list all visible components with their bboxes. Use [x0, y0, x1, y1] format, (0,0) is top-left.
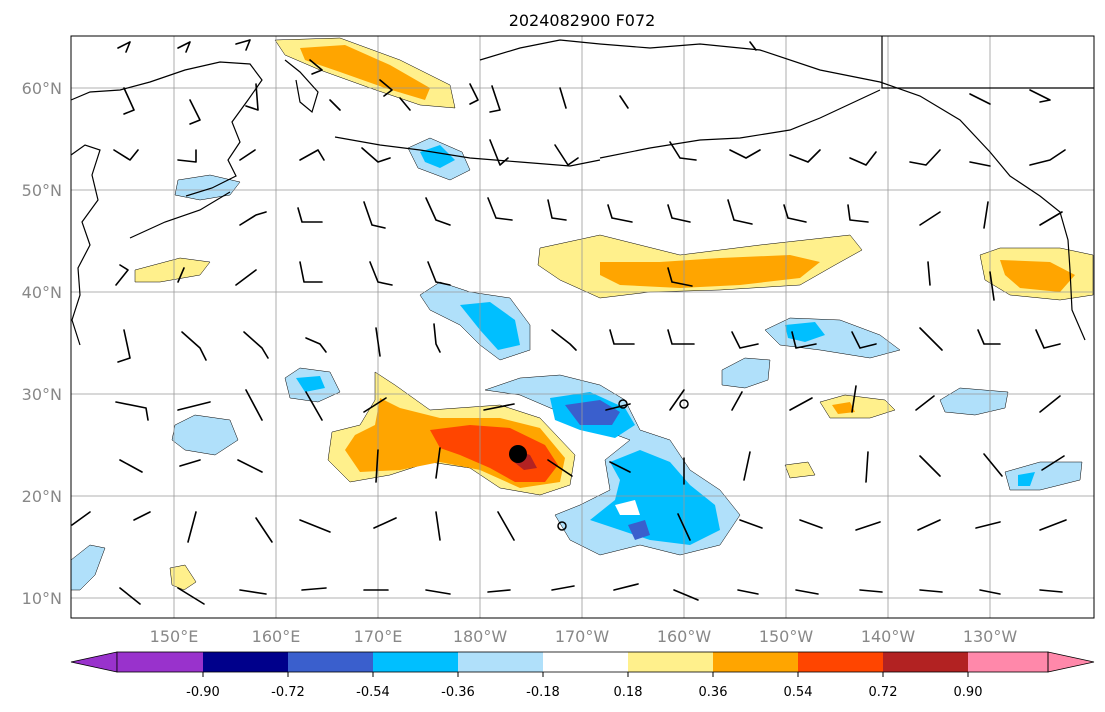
negative-anomaly-contour	[420, 145, 455, 168]
colorbar-segment	[713, 652, 798, 672]
coastlines	[70, 36, 1094, 346]
lon-tick-label: 140°W	[861, 627, 916, 646]
negative-anomaly-contour	[628, 520, 650, 540]
positive-anomaly-contour	[300, 45, 430, 100]
colorbar-ticks	[202, 672, 969, 677]
colorbar-segment	[288, 652, 373, 672]
colorbar-segment	[543, 652, 628, 672]
colorbar-tick-label: 0.18	[614, 685, 643, 700]
colorbar-segment	[798, 652, 883, 672]
wind-barbs	[71, 39, 1067, 605]
positive-anomaly-contour	[169, 564, 197, 591]
colorbar-tick-label: 0.54	[784, 685, 813, 700]
colorbar-segment	[203, 652, 288, 672]
lon-tick-label: 160°W	[657, 627, 712, 646]
colorbar-tick-label: 0.90	[954, 685, 983, 700]
positive-anomaly-contour	[600, 255, 820, 288]
station-circles	[557, 399, 689, 531]
negative-anomaly-contour	[785, 322, 825, 342]
gridlines	[71, 36, 1094, 618]
colorbar-segment	[458, 652, 543, 672]
positive-anomaly-contour	[784, 461, 816, 479]
negative-anomaly-contour	[590, 450, 720, 545]
colorbar-segment	[373, 652, 458, 672]
colorbar-frame	[116, 651, 1049, 673]
colorbar-tick-label: -0.72	[271, 685, 305, 700]
lon-tick-label: 150°E	[150, 627, 199, 646]
negative-anomaly-contour	[615, 500, 640, 515]
negative-anomaly-contour	[939, 387, 1009, 416]
negative-anomaly-contour	[721, 357, 771, 389]
positive-anomaly-contour	[832, 402, 855, 414]
map-panel	[70, 35, 1095, 619]
lat-tick-label: 60°N	[22, 79, 62, 98]
colorbar-tick-label: 0.36	[699, 685, 728, 700]
latitude-tick-labels: 10°N 20°N 30°N 40°N 50°N 60°N	[22, 79, 62, 608]
colorbar-segment	[883, 652, 968, 672]
lon-tick-label: 170°W	[555, 627, 610, 646]
lon-tick-label: 130°W	[963, 627, 1018, 646]
storm-center-marker	[509, 445, 527, 463]
longitude-tick-labels: 150°E 160°E 170°E 180°W 170°W 160°W 150°…	[150, 627, 1018, 646]
lat-tick-label: 20°N	[22, 487, 62, 506]
lon-tick-label: 180°W	[453, 627, 508, 646]
colorbar-tick-label: -0.54	[356, 685, 390, 700]
anomaly-fields	[70, 37, 1094, 591]
negative-anomaly-contour	[1018, 472, 1035, 486]
negative-anomaly-contour	[174, 174, 241, 201]
lon-tick-label: 150°W	[759, 627, 814, 646]
positive-anomaly-contour	[1000, 260, 1075, 292]
negative-anomaly-contour	[296, 376, 325, 392]
colorbar-segment	[117, 652, 203, 672]
negative-anomaly-contour	[565, 400, 620, 425]
lon-tick-label: 160°E	[252, 627, 301, 646]
colorbar-tick-label: -0.36	[441, 685, 475, 700]
lat-tick-label: 40°N	[22, 283, 62, 302]
lon-tick-label: 170°E	[354, 627, 403, 646]
lat-tick-label: 10°N	[22, 589, 62, 608]
colorbar-tick-label: -0.90	[186, 685, 220, 700]
lat-tick-label: 50°N	[22, 181, 62, 200]
negative-anomaly-contour	[460, 302, 520, 350]
lat-tick-label: 30°N	[22, 385, 62, 404]
map-frame	[70, 35, 1095, 619]
colorbar-tick-label: 0.72	[869, 685, 898, 700]
colorbar: -0.90 -0.72 -0.54 -0.36 -0.18 0.18 0.36 …	[70, 651, 1095, 700]
colorbar-extend-min	[70, 651, 118, 673]
colorbar-tick-label: -0.18	[526, 685, 560, 700]
positive-anomaly-contour	[134, 257, 211, 283]
colorbar-segment	[628, 652, 713, 672]
colorbar-segment	[968, 652, 1048, 672]
colorbar-extend-max	[1047, 651, 1095, 673]
map-title: 2024082900 F072	[509, 11, 656, 30]
